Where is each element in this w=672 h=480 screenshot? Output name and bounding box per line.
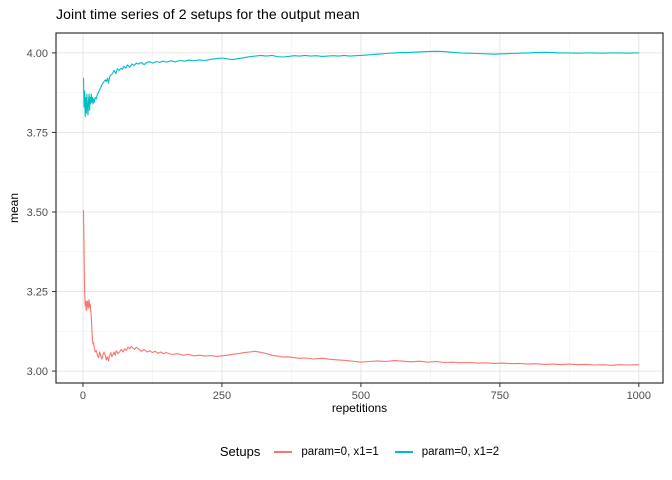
panel-border bbox=[55, 32, 664, 384]
series-line-teal bbox=[82, 50, 640, 118]
x-tick-label: 750 bbox=[491, 390, 509, 402]
legend-title: Setups bbox=[219, 444, 261, 459]
y-tick-label: 3.00 bbox=[27, 366, 48, 378]
axis-tick-marks bbox=[52, 52, 640, 387]
legend-key-line-red bbox=[274, 450, 293, 453]
legend-item-label: param=0, x1=1 bbox=[301, 445, 379, 458]
series-lines bbox=[82, 50, 640, 366]
series-line-red bbox=[82, 209, 640, 366]
y-tick-labels: 3.00 3.25 3.50 3.75 4.00 bbox=[27, 48, 48, 378]
legend-item: param=0, x1=2 bbox=[394, 445, 500, 458]
legend-item-label: param=0, x1=2 bbox=[421, 445, 500, 458]
y-axis-title: mean bbox=[7, 192, 21, 224]
x-axis-title: repetitions bbox=[331, 401, 388, 415]
legend-key-line-teal bbox=[394, 450, 413, 453]
chart-title: Joint time series of 2 setups for the ou… bbox=[56, 6, 360, 22]
x-tick-label: 1000 bbox=[627, 390, 651, 402]
y-tick-label: 3.75 bbox=[27, 127, 48, 139]
y-tick-label: 4.00 bbox=[27, 48, 48, 60]
major-gridlines bbox=[56, 33, 663, 383]
legend: Setups param=0, x1=1 param=0, x1=2 bbox=[56, 444, 663, 459]
x-tick-labels: 0 250 500 750 1000 bbox=[80, 390, 651, 402]
x-tick-label: 0 bbox=[80, 390, 86, 402]
x-tick-label: 250 bbox=[213, 390, 231, 402]
x-tick-label: 500 bbox=[352, 390, 370, 402]
minor-gridlines bbox=[56, 33, 663, 383]
y-tick-label: 3.50 bbox=[27, 207, 48, 219]
legend-item: param=0, x1=1 bbox=[274, 445, 379, 458]
y-tick-label: 3.25 bbox=[27, 287, 48, 299]
